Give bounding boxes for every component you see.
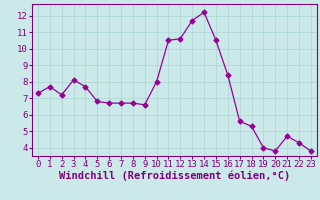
- X-axis label: Windchill (Refroidissement éolien,°C): Windchill (Refroidissement éolien,°C): [59, 171, 290, 181]
